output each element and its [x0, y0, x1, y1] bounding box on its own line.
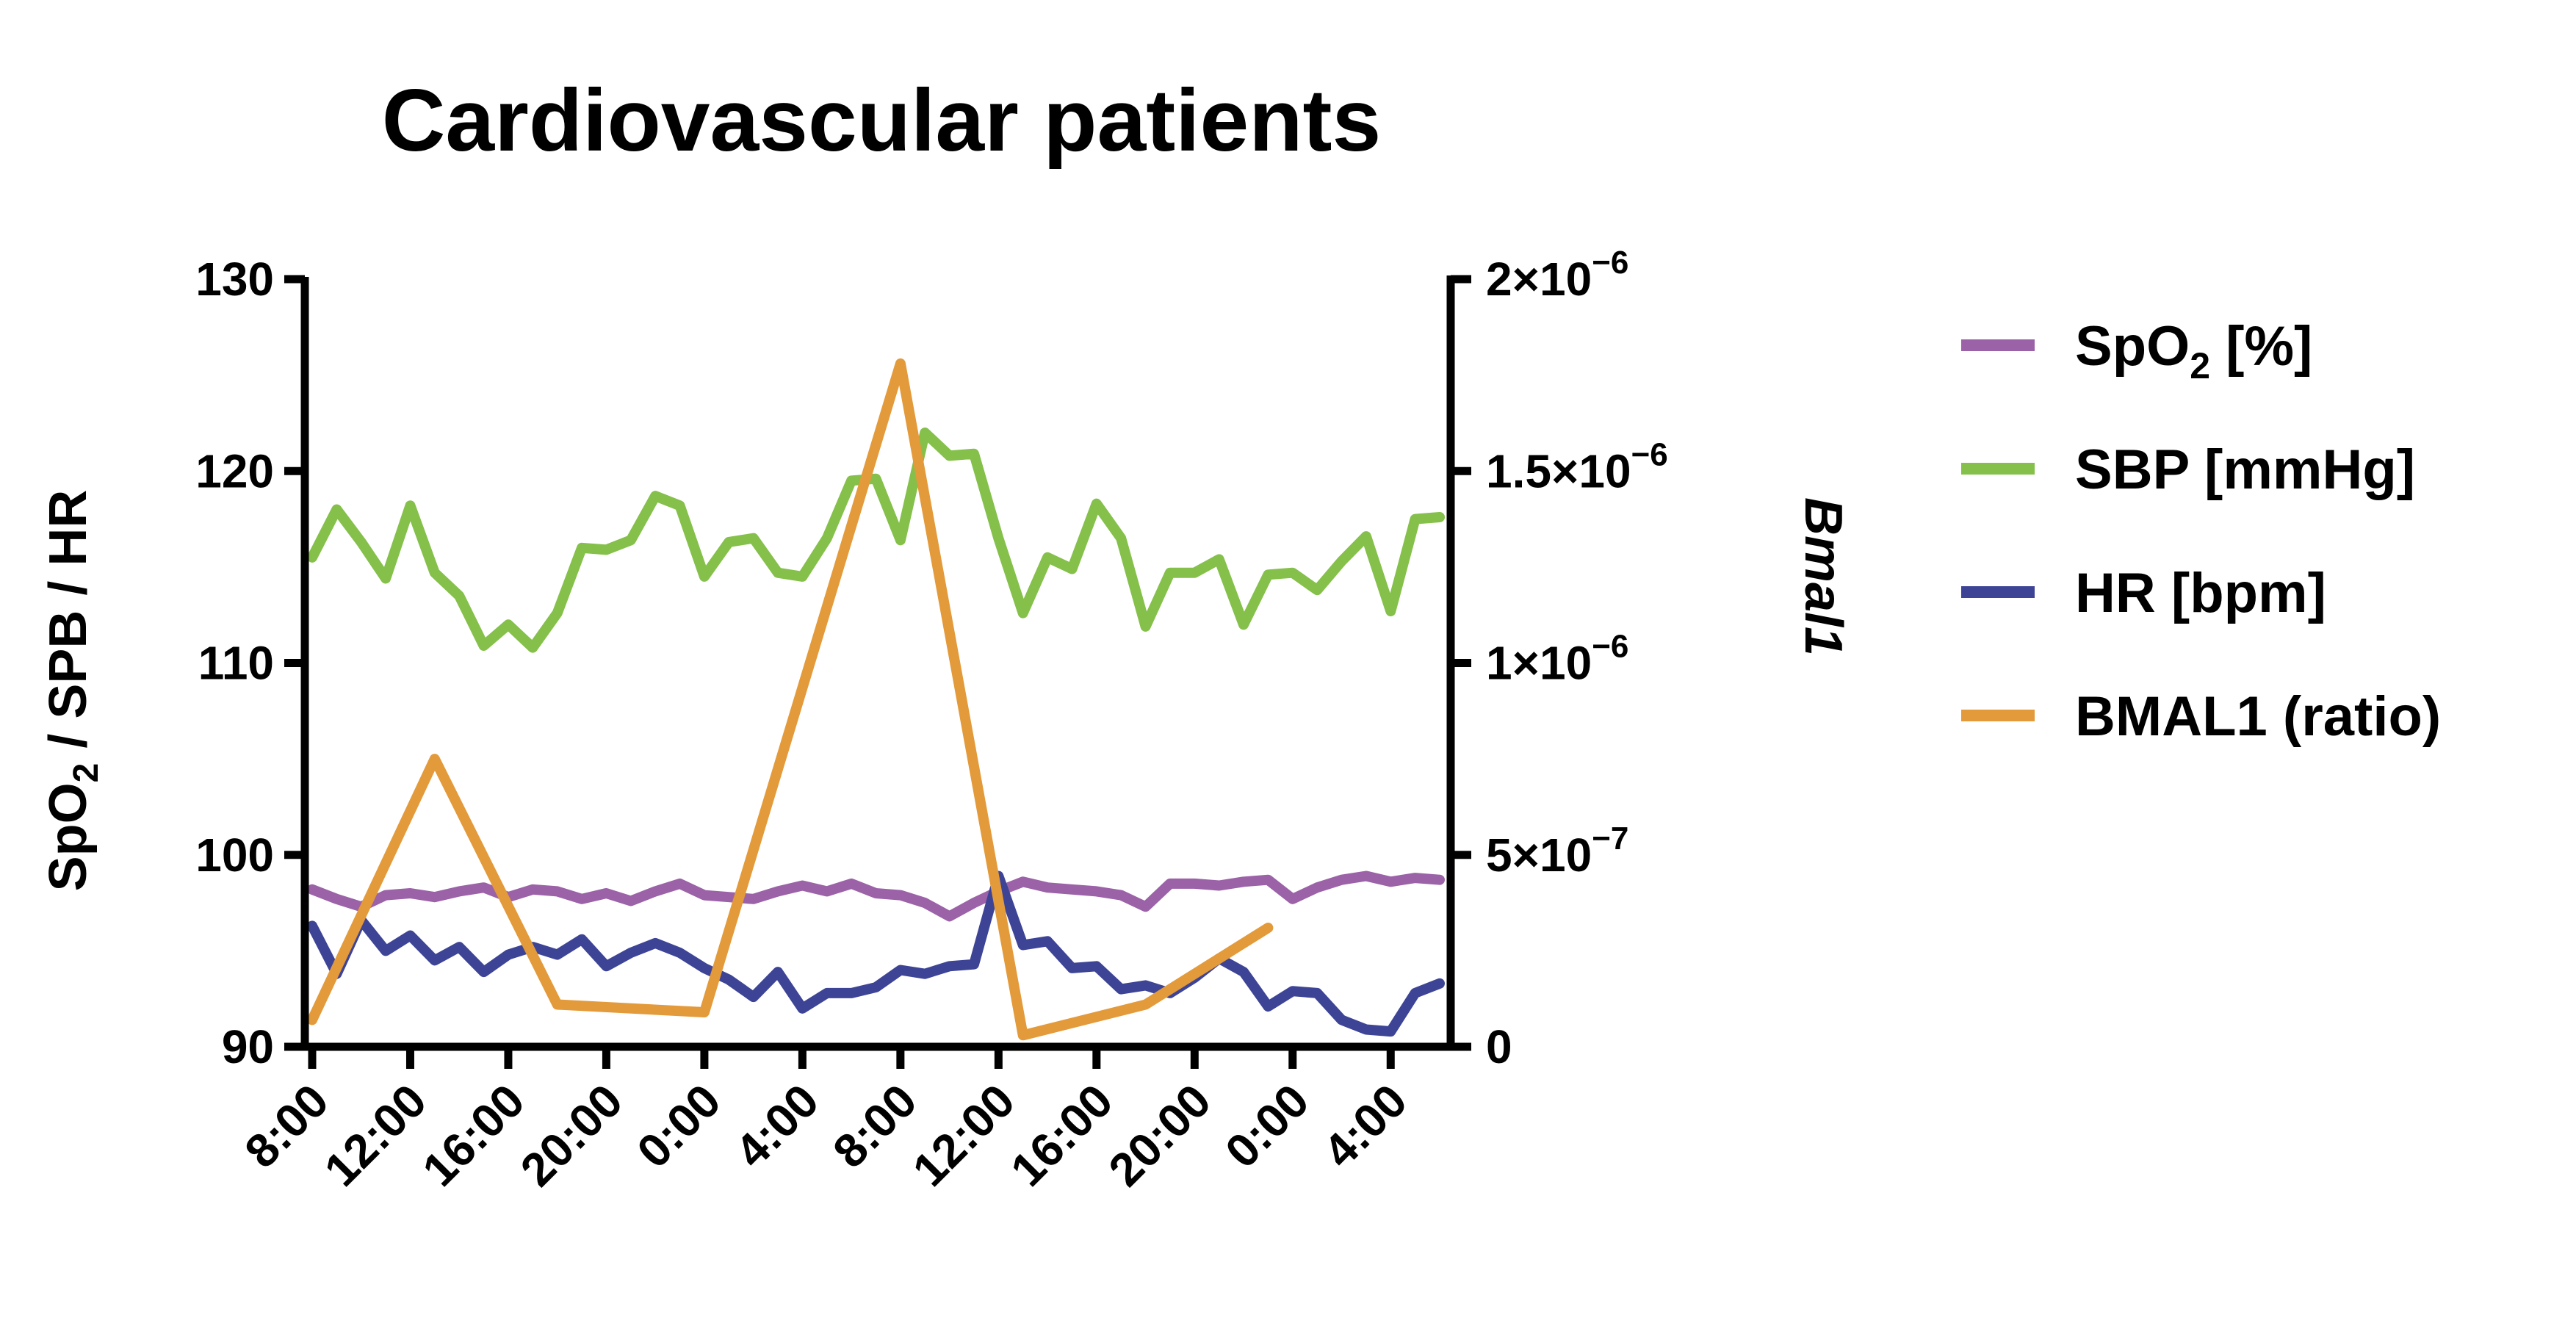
series-line-sbp	[307, 428, 1445, 653]
legend-item-sbp: SBP [mmHg]	[1961, 439, 2415, 501]
x-tick-label: 12:00	[903, 1074, 1025, 1197]
legend-label: SBP [mmHg]	[2075, 439, 2415, 501]
x-tick-label: 16:00	[1000, 1074, 1123, 1197]
y2-tick-label: 1.5×10−6	[1486, 436, 1668, 497]
y-axis-label: SpO2 / SPB / HR	[39, 490, 106, 892]
series-line-spo2	[307, 870, 1445, 922]
y-axis-label-suffix: / SPB / HR	[39, 490, 98, 763]
legend-label: BMAL1 (ratio)	[2075, 685, 2441, 748]
x-tick-label: 16:00	[412, 1074, 535, 1197]
y2-tick-label: 0	[1486, 1020, 1512, 1073]
x-tick-label: 20:00	[1099, 1074, 1222, 1197]
y2-tick-label: 5×10−7	[1486, 821, 1628, 882]
y-tick-label: 130	[195, 253, 274, 306]
series-line-hr	[307, 870, 1445, 1037]
legend-item-spo2: SpO2 [%]	[1961, 315, 2312, 386]
y2-axis-label-text: Bmal1	[1794, 497, 1852, 656]
x-tick-label: 0:00	[1215, 1074, 1318, 1178]
legend-label: HR [bpm]	[2075, 562, 2326, 624]
legend-item-bmal1: BMAL1 (ratio)	[1961, 685, 2441, 748]
x-tick-label: 20:00	[510, 1074, 633, 1197]
y-axis-label-subscript: 2	[67, 763, 106, 783]
y2-tick-label: 2×10−6	[1486, 245, 1628, 306]
chart-title: Cardiovascular patients	[382, 71, 1382, 170]
x-tick-label: 0:00	[627, 1074, 730, 1178]
y-tick-label: 90	[222, 1020, 274, 1073]
y-tick-label: 120	[195, 444, 274, 497]
legend: SpO2 [%] SBP [mmHg] HR [bpm] BMAL1 (ratio)	[1961, 315, 2441, 748]
legend-item-hr: HR [bpm]	[1961, 562, 2326, 624]
y2-tick-label: 1×10−6	[1486, 629, 1628, 690]
y2-axis-label: Bmal1	[1794, 497, 1852, 656]
legend-label: SpO2 [%]	[2075, 315, 2312, 386]
y-axis-label-prefix: SpO	[39, 782, 98, 891]
x-tick-label: 12:00	[314, 1074, 437, 1197]
y-tick-label: 100	[195, 829, 274, 882]
x-tick-label: 4:00	[1313, 1074, 1417, 1178]
x-tick-label: 4:00	[725, 1074, 829, 1178]
y-tick-label: 110	[198, 637, 274, 690]
svg-text:SpO2 / SPB / HR: SpO2 / SPB / HR	[39, 490, 106, 892]
series-line-bmal1	[307, 358, 1274, 1041]
